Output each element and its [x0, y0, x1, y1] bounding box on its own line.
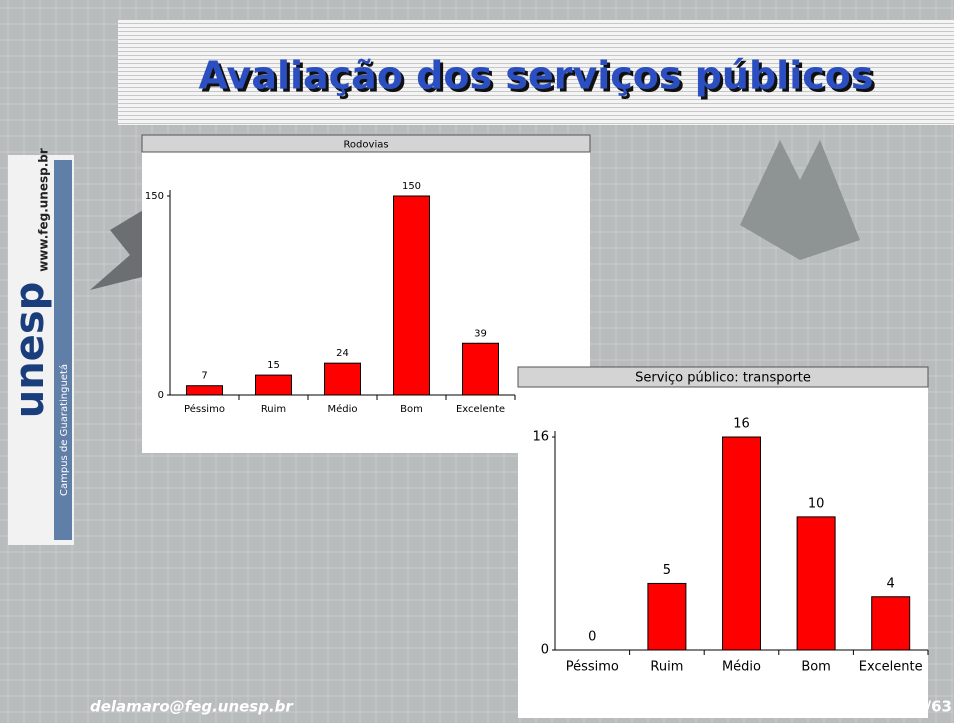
x-tick-label: Bom	[801, 660, 831, 675]
slide: Avaliação dos serviços públicos Avaliaçã…	[0, 0, 954, 723]
x-tick-label: Péssimo	[184, 403, 225, 415]
value-label: 15	[267, 360, 280, 371]
bar	[872, 597, 910, 650]
bar	[256, 375, 292, 395]
value-label: 24	[336, 348, 349, 359]
bar	[648, 583, 686, 650]
slide-title: Avaliação dos serviços públicos	[199, 54, 874, 98]
y-tick-label: 0	[541, 643, 549, 658]
logo-url: www.feg.unesp.br	[37, 148, 51, 272]
y-tick-label: 150	[145, 191, 164, 202]
x-tick-label: Péssimo	[566, 660, 619, 675]
y-tick-label: 16	[532, 430, 549, 445]
value-label: 5	[663, 563, 671, 578]
x-tick-label: Médio	[327, 403, 357, 415]
logo-name: unesp	[7, 282, 53, 419]
bar	[723, 437, 761, 650]
x-tick-label: Ruim	[261, 404, 286, 415]
x-tick-label: Médio	[722, 660, 761, 675]
chart-title: Rodovias	[343, 140, 388, 151]
value-label: 10	[808, 496, 825, 511]
x-tick-label: Bom	[400, 404, 423, 415]
value-label: 39	[474, 328, 487, 339]
value-label: 0	[588, 630, 596, 645]
value-label: 7	[201, 371, 207, 382]
x-tick-label: Ruim	[650, 660, 683, 675]
chart-title: Serviço público: transporte	[635, 371, 811, 386]
footer: delamaro@feg.unesp.br	[90, 698, 294, 716]
bar	[463, 343, 499, 395]
bar	[394, 196, 430, 395]
logo-campus: Campus de Guaratinguetá	[58, 364, 70, 496]
bar	[325, 363, 361, 395]
bar	[797, 517, 835, 650]
x-tick-label: Excelente	[859, 660, 923, 675]
value-label: 150	[402, 181, 421, 192]
value-label: 4	[887, 576, 895, 591]
x-tick-label: Excelente	[456, 404, 505, 415]
bar	[187, 386, 223, 395]
y-tick-label: 0	[158, 390, 164, 401]
page-number: /63	[926, 698, 952, 716]
value-label: 16	[733, 417, 750, 432]
